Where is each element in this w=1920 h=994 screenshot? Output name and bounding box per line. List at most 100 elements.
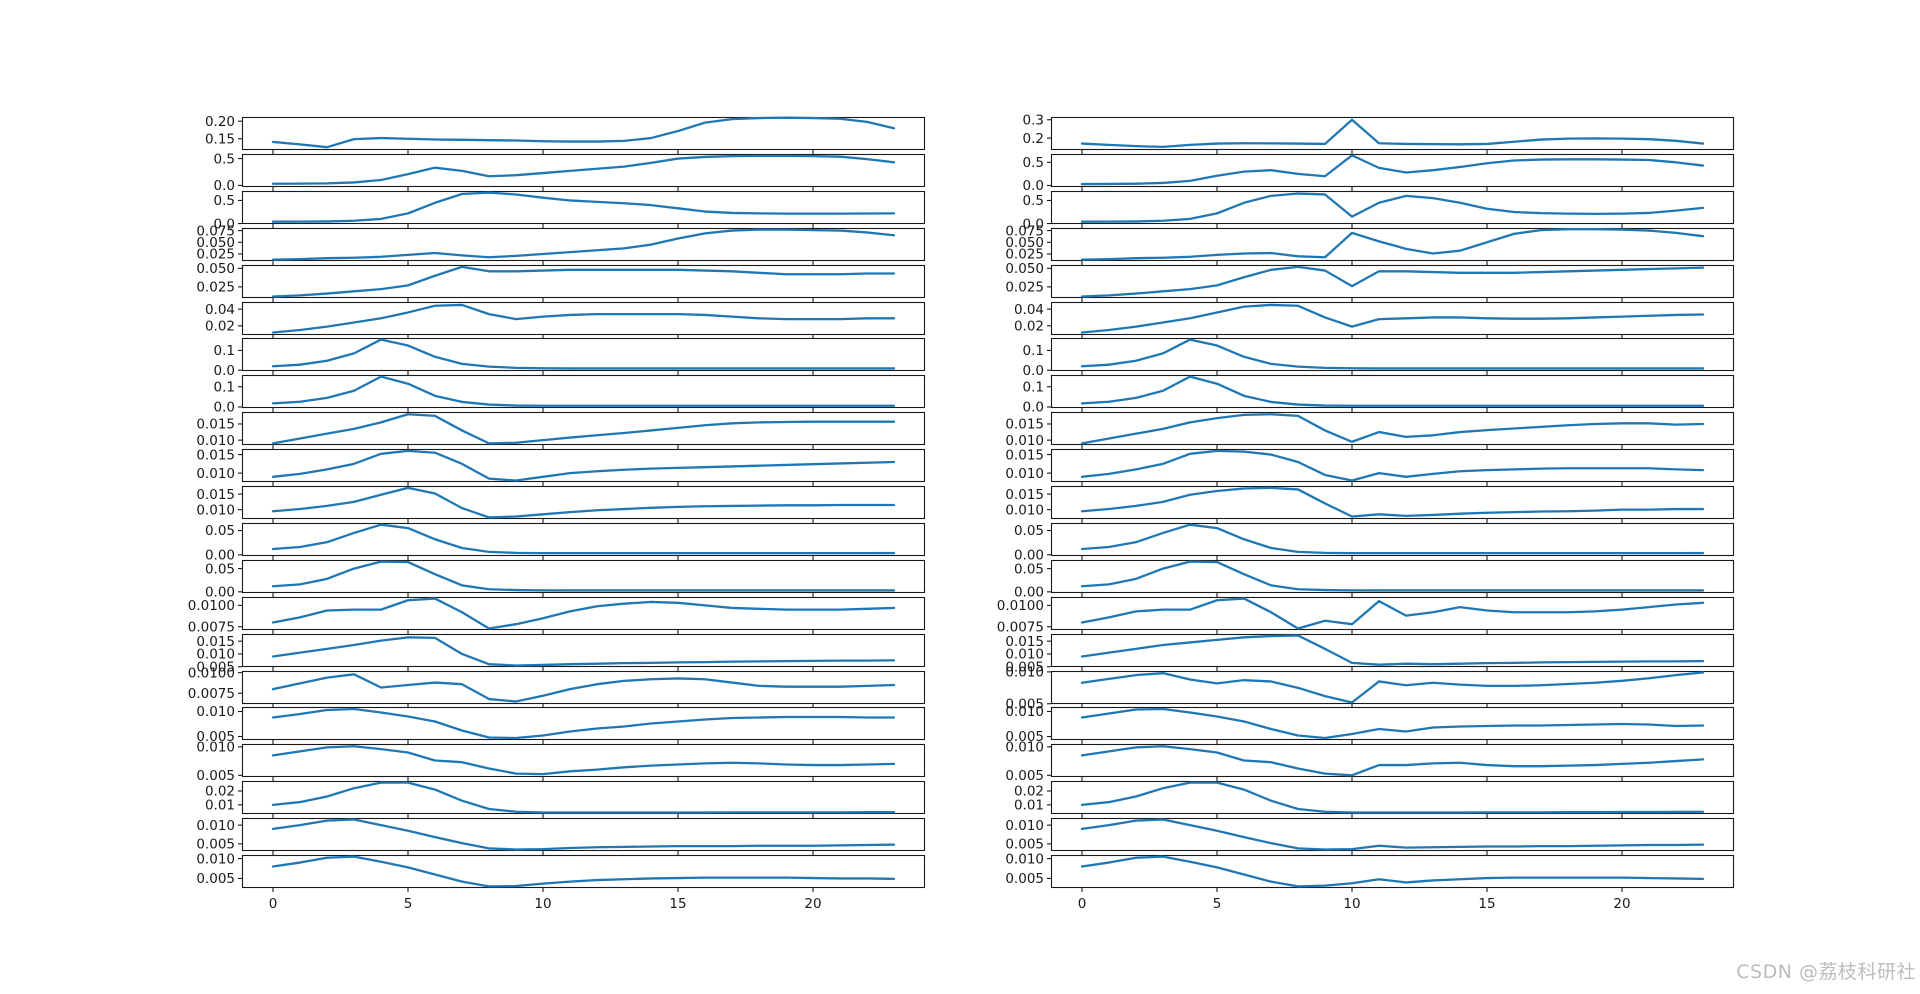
y-tick-label: 0.04 [205, 301, 235, 317]
subplot-left-11: 0.0100.015 [196, 485, 926, 523]
y-tick-label: 0.0100 [188, 665, 235, 681]
y-tick-label: 0.010 [1005, 646, 1044, 662]
x-tick-label: 20 [1613, 896, 1630, 912]
y-tick-label: 0.010 [1005, 502, 1044, 518]
y-tick-label: 0.025 [1005, 279, 1044, 295]
y-tick-label: 0.0 [214, 363, 235, 379]
y-tick-label: 0.050 [1005, 235, 1044, 251]
subplot-right-7: 0.00.1 [1023, 338, 1735, 379]
y-tick-label: 0.025 [196, 246, 235, 262]
y-tick-label: 0.005 [1005, 730, 1044, 746]
y-tick-label: 0.00 [205, 584, 235, 600]
y-tick-label: 0.1 [1023, 380, 1044, 396]
subplot-right-21: 0.005 0.010 0 5 10 15 20 [1005, 851, 1735, 912]
y-tick-label: 0.050 [1005, 261, 1044, 277]
y-tick-label: 0.005 [1005, 768, 1044, 784]
y-tick-label: 0.005 [1005, 659, 1044, 675]
subplot-left-2: 0.0 0.5 [214, 151, 926, 194]
y-tick-label: 0.05 [205, 561, 235, 577]
y-tick-label: 0.0 [1023, 363, 1044, 379]
x-tick-label: 15 [669, 896, 686, 912]
y-tick-label: 0.025 [1005, 246, 1044, 262]
y-tick-label: 0.010 [196, 705, 235, 721]
y-tick-label: 0.050 [196, 235, 235, 251]
subplot-left-13: 0.00 0.05 [205, 559, 926, 600]
y-tick-label: 0.01 [1014, 798, 1044, 814]
subplot-right-18: 0.005 0.010 [1005, 740, 1735, 784]
x-tick-label: 5 [1213, 896, 1222, 912]
subplot-left-16: 0.0075 0.0100 [188, 665, 926, 708]
y-tick-label: 0.5 [1023, 193, 1044, 209]
subplot-right-20: 0.005 0.010 [1005, 818, 1735, 856]
subplot-left-18: 0.005 0.010 [196, 740, 926, 784]
x-tick-label: 5 [404, 896, 413, 912]
y-tick-label: 0.3 [1023, 112, 1044, 128]
y-tick-label: 0.050 [196, 261, 235, 277]
y-tick-label: 0.010 [196, 646, 235, 662]
y-tick-label: 0.010 [1005, 433, 1044, 449]
y-tick-label: 0.0 [1023, 216, 1044, 232]
subplot-right-17: 0.005 0.010 [1005, 705, 1735, 746]
y-tick-label: 0.20 [205, 114, 235, 130]
y-tick-label: 0.015 [1005, 447, 1044, 463]
subplot-right-10: 0.010 0.015 [1005, 447, 1735, 487]
subplot-right-19: 0.010.02 [1014, 781, 1735, 819]
y-tick-label: 0.5 [1023, 155, 1044, 171]
y-tick-label: 0.010 [1005, 664, 1044, 680]
y-tick-label: 0.015 [196, 417, 235, 433]
subplot-left-20: 0.005 0.010 [196, 818, 926, 856]
subplot-right-14: 0.0075 0.0100 [997, 596, 1735, 635]
y-tick-label: 0.010 [196, 466, 235, 482]
subplot-right-9: 0.0100.015 [1005, 412, 1735, 450]
y-tick-label: 0.1 [214, 344, 235, 360]
y-tick-label: 0.010 [196, 433, 235, 449]
y-tick-label: 0.010 [196, 851, 235, 867]
y-tick-label: 0.015 [196, 447, 235, 463]
subplot-right-1: 0.20.3 [1023, 112, 1735, 154]
subplot-left-3: 0.00.5 [214, 190, 926, 232]
subplot-left-14: 0.0075 0.0100 [188, 596, 926, 635]
y-tick-label: 0.2 [1023, 131, 1044, 147]
subplot-right-3: 0.00.5 [1023, 190, 1735, 232]
y-tick-label: 0.0 [1023, 178, 1044, 194]
y-tick-label: 0.0 [214, 216, 235, 232]
subplot-left-10: 0.010 0.015 [196, 447, 926, 487]
y-tick-label: 0.010 [196, 502, 235, 518]
y-tick-label: 0.02 [1014, 318, 1044, 334]
y-tick-label: 0.0 [1023, 400, 1044, 416]
y-tick-label: 0.005 [196, 730, 235, 746]
y-tick-label: 0.075 [196, 223, 235, 239]
y-tick-label: 0.00 [1014, 584, 1044, 600]
subplot-right-6: 0.020.04 [1014, 301, 1735, 339]
y-tick-label: 0.00 [205, 547, 235, 563]
y-tick-label: 0.005 [1005, 696, 1044, 712]
y-tick-label: 0.015 [1005, 633, 1044, 649]
y-tick-label: 0.05 [205, 523, 235, 539]
y-tick-label: 0.5 [214, 151, 235, 167]
subplot-right-16: 0.005 0.010 [1005, 664, 1735, 712]
y-tick-label: 0.005 [1005, 871, 1044, 887]
subplot-right-2: 0.00.5 [1023, 153, 1735, 194]
y-tick-label: 0.075 [1005, 223, 1044, 239]
subplot-left-8: 0.00.1 [214, 375, 926, 416]
y-tick-label: 0.02 [205, 784, 235, 800]
subplot-left-9: 0.0100.015 [196, 412, 926, 450]
y-tick-label: 0.010 [1005, 818, 1044, 834]
y-tick-label: 0.0100 [997, 598, 1044, 614]
y-tick-label: 0.02 [205, 318, 235, 334]
y-tick-label: 0.0075 [997, 619, 1044, 635]
y-tick-label: 0.010 [1005, 466, 1044, 482]
y-tick-label: 0.005 [196, 659, 235, 675]
watermark: CSDN @荔枝科研社 [1736, 961, 1916, 983]
y-tick-label: 0.005 [196, 837, 235, 853]
y-tick-label: 0.5 [214, 193, 235, 209]
subplot-right-12: 0.00 0.05 [1014, 522, 1735, 563]
y-tick-label: 0.05 [1014, 523, 1044, 539]
subplot-left-12: 0.00 0.05 [205, 522, 926, 563]
y-tick-label: 0.1 [1023, 344, 1044, 360]
y-tick-label: 0.02 [1014, 784, 1044, 800]
subplot-left-21: 0.005 0.010 0 5 10 15 20 [196, 851, 926, 912]
